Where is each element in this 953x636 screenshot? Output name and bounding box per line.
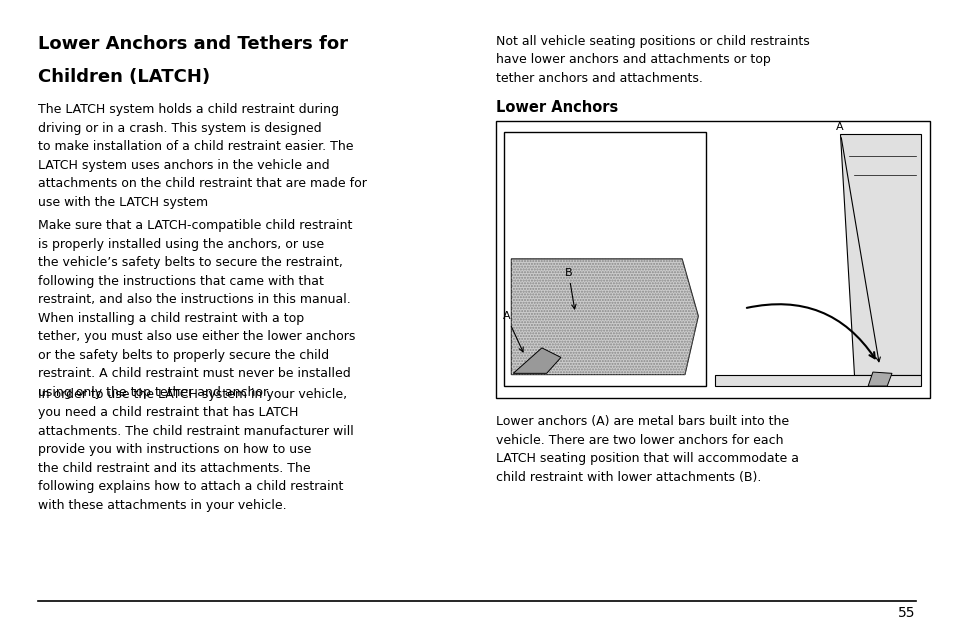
Text: Lower Anchors and Tethers for: Lower Anchors and Tethers for	[38, 35, 348, 53]
Text: The LATCH system holds a child restraint during
driving or in a crash. This syst: The LATCH system holds a child restraint…	[38, 103, 367, 209]
Polygon shape	[867, 372, 891, 386]
Text: Lower Anchors: Lower Anchors	[496, 100, 618, 115]
Text: Make sure that a LATCH-compatible child restraint
is properly installed using th: Make sure that a LATCH-compatible child …	[38, 219, 355, 399]
Text: B: B	[564, 268, 576, 309]
Text: Children (LATCH): Children (LATCH)	[38, 68, 210, 86]
Text: 55: 55	[898, 606, 915, 620]
Polygon shape	[839, 134, 920, 375]
Polygon shape	[513, 348, 560, 373]
Bar	[496, 121, 929, 398]
Bar	[503, 132, 705, 386]
Text: In order to use the LATCH system in your vehicle,
you need a child restraint tha: In order to use the LATCH system in your…	[38, 388, 354, 512]
Polygon shape	[715, 375, 920, 386]
Text: A: A	[502, 311, 522, 352]
Text: A: A	[835, 122, 880, 362]
Polygon shape	[511, 259, 698, 375]
Text: Lower anchors (A) are metal bars built into the
vehicle. There are two lower anc: Lower anchors (A) are metal bars built i…	[496, 415, 799, 484]
Text: Not all vehicle seating positions or child restraints
have lower anchors and att: Not all vehicle seating positions or chi…	[496, 35, 809, 85]
